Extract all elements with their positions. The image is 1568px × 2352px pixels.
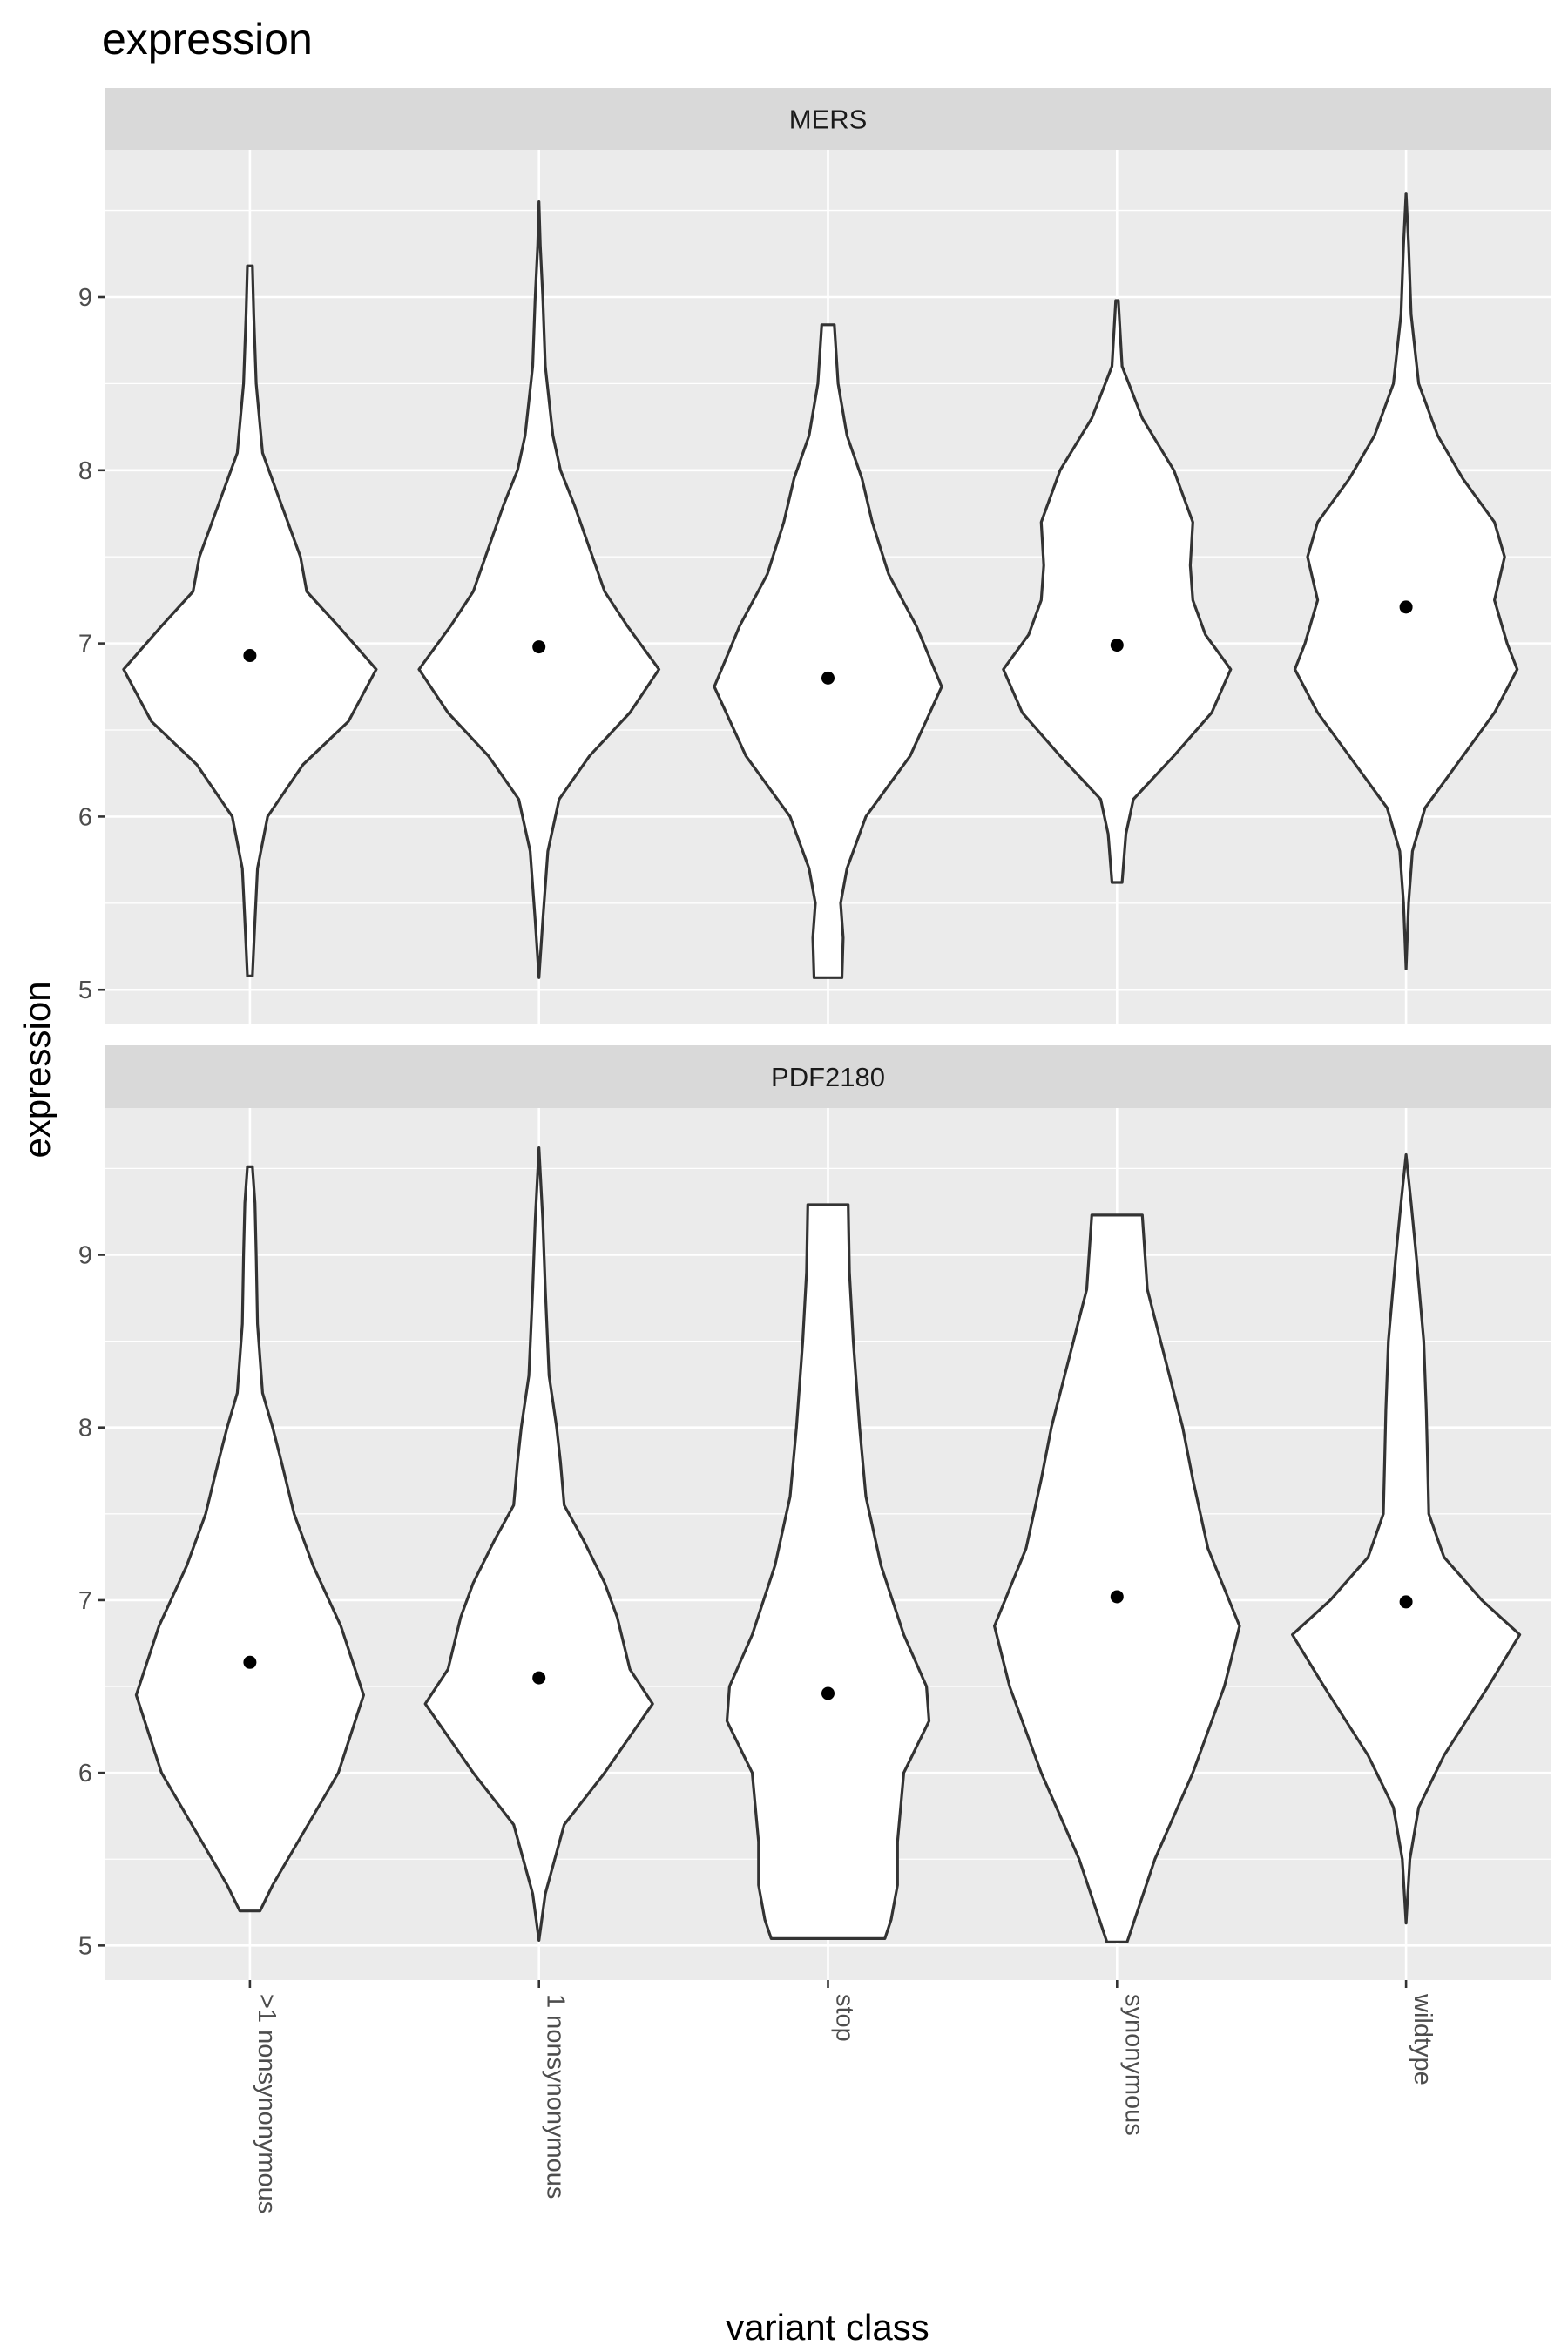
facet-strip-label: PDF2180 <box>771 1062 885 1092</box>
mean-point <box>243 649 257 663</box>
facet-panel: MERS 5 6 7 8 9 <box>78 88 1551 1024</box>
facet-panels: MERS 5 6 7 8 9 PDF2180 5 6 7 8 9 <box>78 88 1551 1980</box>
mean-point <box>1399 600 1413 614</box>
violin-shape <box>423 1146 654 1942</box>
violin-shape <box>713 323 943 979</box>
chart-title: expression <box>102 15 313 64</box>
violin-shape <box>417 200 661 979</box>
y-axis-title: expression <box>17 981 57 1158</box>
violin-shape <box>1293 192 1519 970</box>
x-axis-title: variant class <box>726 2307 929 2348</box>
mean-point <box>1110 1590 1124 1604</box>
mean-point <box>243 1655 257 1669</box>
y-tick-label: 8 <box>78 457 92 485</box>
facet-strip <box>105 1045 1551 1108</box>
y-tick-label: 7 <box>78 1587 92 1615</box>
facet-strip-label: MERS <box>789 105 868 135</box>
y-tick-label: 6 <box>78 1760 92 1788</box>
y-tick-label: 9 <box>78 1241 92 1269</box>
x-axis-ticks: >1 nonsynonymous 1 nonsynonymous stop synon… <box>248 1980 1436 2213</box>
y-tick-label: 8 <box>78 1415 92 1443</box>
mean-point <box>532 1671 546 1685</box>
violin-shape <box>725 1203 931 1940</box>
x-tick-label: 1 nonsynonymous <box>542 1994 570 2199</box>
mean-point <box>532 640 546 654</box>
violin-shape <box>122 264 378 977</box>
violin-shape <box>1002 299 1233 884</box>
x-tick-label: >1 nonsynonymous <box>253 1994 280 2213</box>
mean-point <box>1399 1595 1413 1609</box>
mean-point <box>821 671 835 685</box>
x-tick-label: wildtype <box>1409 1993 1436 2085</box>
violin-shape <box>1291 1152 1522 1925</box>
mean-point <box>821 1686 835 1700</box>
violin-shape <box>993 1213 1241 1943</box>
facet-strip <box>105 88 1551 150</box>
facet-panel: PDF2180 5 6 7 8 9 <box>78 1045 1551 1980</box>
y-tick-label: 7 <box>78 631 92 659</box>
y-tick-label: 6 <box>78 803 92 831</box>
y-tick-label: 5 <box>78 977 92 1004</box>
y-tick-label: 5 <box>78 1932 92 1960</box>
mean-point <box>1110 639 1124 652</box>
violin-shape <box>134 1165 365 1913</box>
x-tick-label: synonymous <box>1119 1994 1147 2136</box>
y-tick-label: 9 <box>78 284 92 312</box>
x-tick-label: stop <box>831 1994 859 2042</box>
